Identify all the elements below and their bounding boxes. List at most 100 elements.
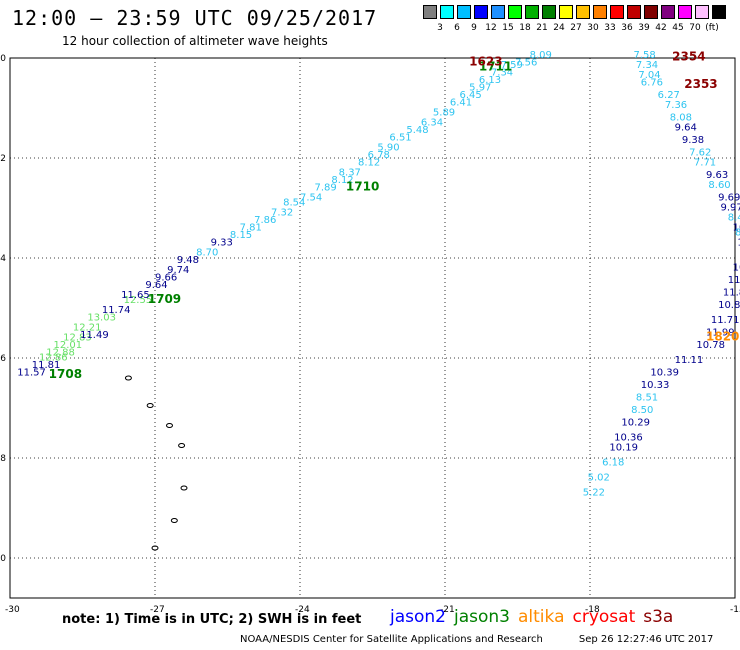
latitude-label: -54 bbox=[0, 254, 6, 264]
color-swatch bbox=[559, 5, 573, 19]
color-scale-label: 3 bbox=[437, 23, 443, 33]
wave-height-value: 7.89 bbox=[315, 183, 337, 194]
color-swatch bbox=[678, 5, 692, 19]
wave-height-value: 10.29 bbox=[621, 418, 650, 429]
wave-height-value: 11.47 bbox=[728, 275, 740, 286]
color-swatch bbox=[440, 5, 454, 19]
wave-height-value: 9.38 bbox=[682, 135, 704, 146]
wave-height-value: 8.49 bbox=[728, 213, 740, 224]
pass-time-label: 1820 bbox=[706, 330, 739, 344]
island-outline bbox=[166, 423, 173, 428]
wave-height-value: 9.33 bbox=[211, 238, 233, 249]
wave-height-value: 13.03 bbox=[87, 313, 116, 324]
wave-height-value: 6.34 bbox=[421, 118, 443, 129]
island-outline bbox=[146, 403, 154, 408]
pass-time-label: 1623 bbox=[469, 55, 502, 69]
wave-height-value: 8.50 bbox=[631, 405, 653, 416]
color-scale-label: 36 bbox=[621, 23, 633, 33]
pass-time-label: 1709 bbox=[148, 292, 181, 306]
wave-height-value: 11.99 bbox=[706, 328, 735, 339]
wave-height-value: 8.12 bbox=[331, 175, 353, 186]
wave-height-value: 9.64 bbox=[675, 123, 697, 134]
wave-height-value: 9.63 bbox=[706, 170, 728, 181]
wave-height-value: 8.12 bbox=[358, 158, 380, 169]
island-outline bbox=[124, 375, 132, 381]
legend-item-jason3: jason3 bbox=[454, 607, 510, 627]
wave-height-value: 8.54 bbox=[283, 198, 305, 209]
color-scale-label: 30 bbox=[587, 23, 599, 33]
longitude-label: -21 bbox=[440, 605, 455, 615]
wave-height-value: 12.86 bbox=[39, 353, 68, 364]
longitude-label: -18 bbox=[585, 605, 600, 615]
wave-height-value: 9.69 bbox=[718, 193, 740, 204]
color-swatch bbox=[695, 5, 709, 19]
wave-height-value: 11.65 bbox=[121, 290, 150, 301]
color-swatch bbox=[423, 5, 437, 19]
wave-height-value: 6.51 bbox=[389, 133, 411, 144]
longitude-label: -24 bbox=[295, 605, 310, 615]
wave-height-value: 12.21 bbox=[73, 323, 102, 334]
units-note: note: 1) Time is in UTC; 2) SWH is in fe… bbox=[62, 612, 362, 627]
wave-height-value: 11.49 bbox=[80, 330, 109, 341]
wave-height-value: 10.42 bbox=[737, 238, 740, 249]
legend-item-s3a: s3a bbox=[643, 607, 674, 627]
color-swatch bbox=[712, 5, 726, 19]
wave-height-value: 6.76 bbox=[641, 78, 663, 89]
color-scale-label: 12 bbox=[485, 23, 497, 33]
wave-height-value: 6.78 bbox=[368, 150, 390, 161]
map-frame bbox=[9, 57, 736, 599]
wave-height-value: 10.19 bbox=[609, 443, 638, 454]
latitude-label: -56 bbox=[0, 354, 6, 364]
wave-height-value: 7.34 bbox=[491, 68, 513, 79]
wave-height-value: 9.48 bbox=[177, 255, 199, 266]
wave-height-value: 7.36 bbox=[665, 100, 687, 111]
wave-height-value: 8.99 bbox=[735, 228, 740, 239]
pass-time-label: 1708 bbox=[49, 367, 82, 381]
wave-height-value: 7.56 bbox=[515, 58, 537, 69]
wave-height-value: 7.81 bbox=[240, 223, 262, 234]
latitude-label: -58 bbox=[0, 454, 6, 464]
wave-height-value: 5.97 bbox=[469, 83, 491, 94]
color-swatch bbox=[525, 5, 539, 19]
wave-height-value: 9.66 bbox=[155, 273, 177, 284]
wave-height-value: 12.01 bbox=[54, 340, 83, 351]
wave-height-value: 10.13 bbox=[733, 223, 740, 234]
wave-height-value: 7.04 bbox=[638, 70, 660, 81]
color-swatch bbox=[610, 5, 624, 19]
color-scale-label: 39 bbox=[638, 23, 650, 33]
wave-height-value: 11.74 bbox=[102, 305, 131, 316]
wave-height-value: 11.57 bbox=[17, 368, 46, 379]
wave-height-value: 8.09 bbox=[530, 50, 552, 61]
color-swatch bbox=[457, 5, 471, 19]
wave-height-value: 9.97 bbox=[721, 203, 740, 214]
color-swatch bbox=[542, 5, 556, 19]
wave-height-value: 7.59 bbox=[501, 60, 523, 71]
wave-height-value: 12.88 bbox=[46, 348, 75, 359]
latitude-label: -50 bbox=[0, 54, 6, 64]
wave-height-value: 7.62 bbox=[689, 148, 711, 159]
wave-height-value: 8.08 bbox=[670, 113, 692, 124]
latitude-label: -60 bbox=[0, 554, 6, 564]
wave-height-value: 8.60 bbox=[708, 180, 730, 191]
wave-height-value: 10.33 bbox=[641, 380, 670, 391]
color-scale-label: 24 bbox=[553, 23, 565, 33]
island-outline bbox=[151, 545, 159, 551]
credit-text: NOAA/NESDIS Center for Satellite Applica… bbox=[240, 634, 543, 645]
wave-height-value: 12.55 bbox=[124, 295, 153, 306]
color-scale-label: 45 bbox=[672, 23, 684, 33]
wave-height-value: 11.81 bbox=[32, 360, 61, 371]
wave-height-value: 6.13 bbox=[479, 75, 501, 86]
color-swatch bbox=[627, 5, 641, 19]
wave-height-value: 6.41 bbox=[450, 98, 472, 109]
color-scale-label: 70 bbox=[689, 23, 701, 33]
color-swatch bbox=[474, 5, 488, 19]
wave-height-value: 11.71 bbox=[711, 315, 740, 326]
timestamp-text: Sep 26 12:27:46 UTC 2017 bbox=[578, 634, 714, 645]
map-subtitle: 12 hour collection of altimeter wave hei… bbox=[62, 34, 328, 48]
wave-height-value: 10.36 bbox=[614, 433, 643, 444]
wave-height-value: 9.64 bbox=[145, 280, 167, 291]
wave-height-value: 7.86 bbox=[254, 215, 276, 226]
footer: NOAA/NESDIS Center for Satellite Applica… bbox=[240, 634, 713, 645]
wave-height-value: 5.89 bbox=[433, 108, 455, 119]
